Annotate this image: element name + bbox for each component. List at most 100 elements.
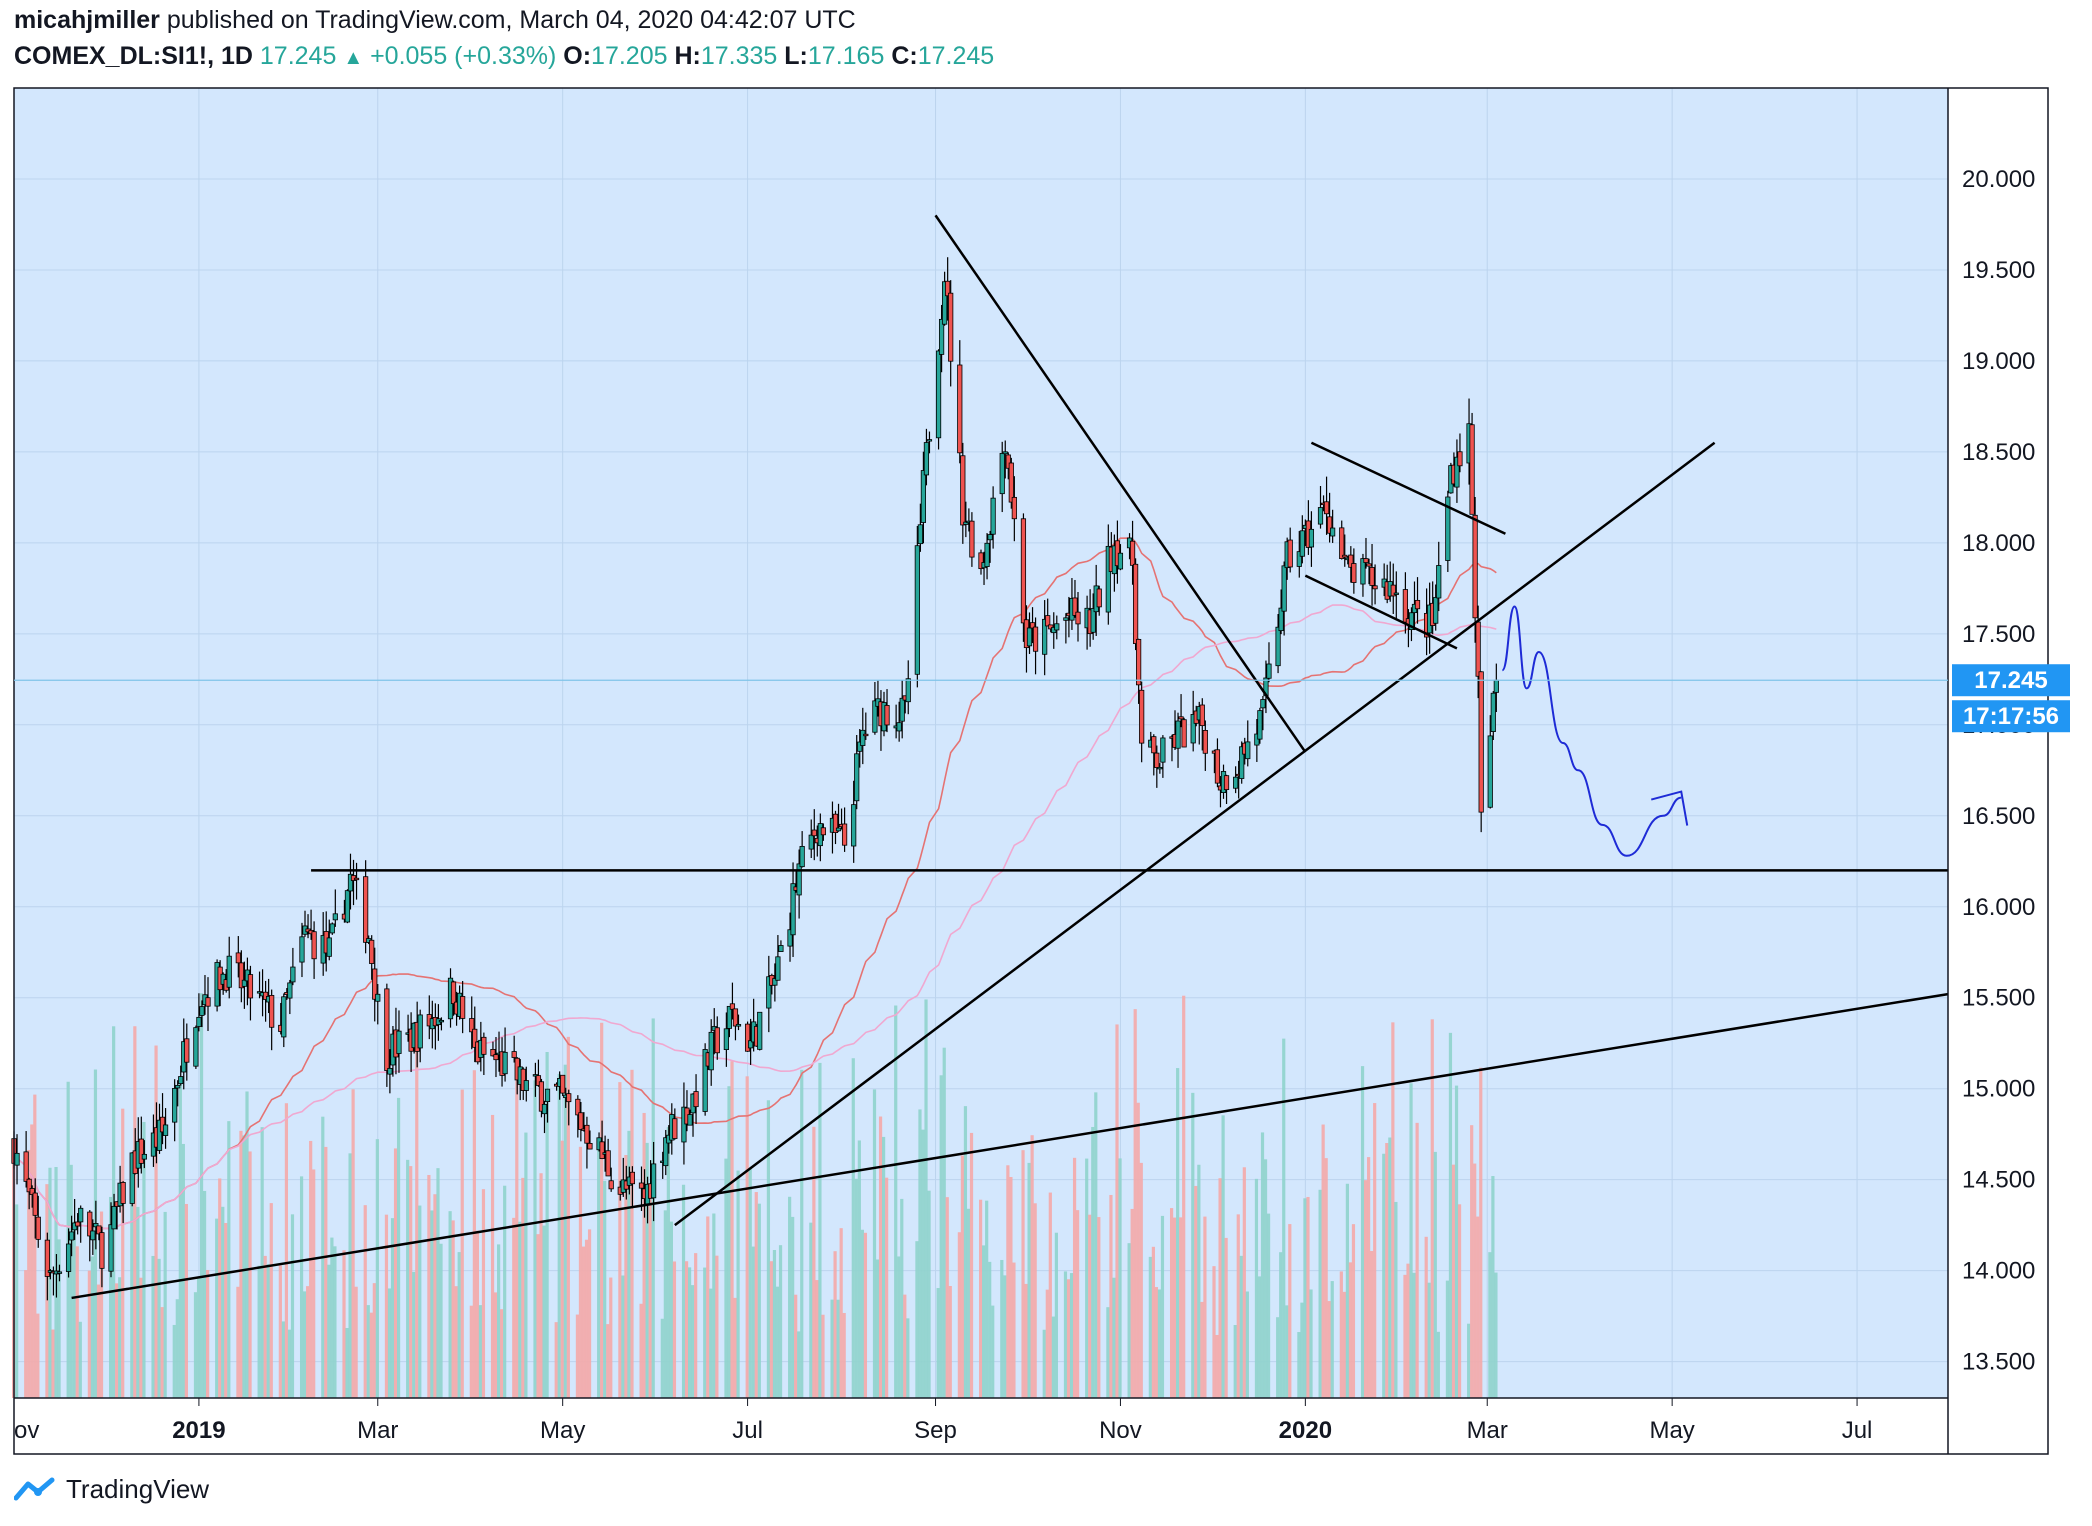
candle	[1339, 520, 1345, 560]
volume-bar	[715, 1255, 719, 1398]
candle-body	[1129, 540, 1136, 566]
volume-bar	[1266, 1213, 1271, 1398]
candle	[1151, 734, 1157, 776]
candle-body	[472, 1028, 478, 1048]
candle-body	[344, 890, 351, 923]
candle	[193, 1025, 199, 1069]
candle-body	[1132, 563, 1139, 644]
trendline-drawings[interactable]	[71, 214, 1949, 1300]
tradingview-footer[interactable]: TradingView	[14, 1474, 209, 1505]
volume-bar	[557, 1073, 561, 1398]
volume-bar	[906, 1318, 910, 1398]
volume-bar	[78, 1321, 82, 1398]
volume-bar	[1157, 1289, 1162, 1398]
volume-bar	[536, 1234, 540, 1398]
candle	[1075, 591, 1081, 642]
candle-body	[199, 1006, 205, 1016]
candle	[1105, 524, 1111, 625]
volume-bar	[966, 1208, 971, 1398]
candle	[854, 735, 860, 810]
volume-bar	[1412, 1272, 1416, 1398]
volume-bar	[1066, 1279, 1071, 1398]
candle	[238, 950, 244, 1003]
candle-body	[26, 1178, 32, 1193]
volume-bar	[1106, 1307, 1110, 1398]
candle	[796, 849, 802, 919]
candle	[1366, 558, 1372, 585]
candle	[938, 304, 945, 373]
volume-bar	[1215, 1334, 1219, 1398]
volume-bar	[239, 1130, 243, 1398]
volume-bar	[751, 1246, 755, 1398]
candle	[1008, 457, 1014, 509]
candle-body	[923, 442, 930, 476]
volume-bar	[109, 1196, 113, 1398]
volume-bar	[372, 1283, 376, 1398]
time-tick-label: Mar	[1467, 1417, 1508, 1444]
volume-bar	[815, 1280, 819, 1398]
volume-bar	[363, 1205, 367, 1398]
volume-bar	[1345, 1183, 1349, 1398]
candle	[863, 712, 869, 740]
candle	[511, 1035, 517, 1063]
volume-bar	[1097, 1217, 1101, 1398]
candle-body	[778, 945, 784, 952]
candle-body	[1154, 752, 1160, 769]
volume-bar	[284, 1103, 289, 1398]
candle-body	[520, 1068, 526, 1091]
candle-body	[1330, 527, 1336, 537]
volume-bar	[415, 1034, 419, 1398]
candle	[129, 1152, 135, 1207]
volume-bar	[1133, 1009, 1137, 1398]
candle	[923, 428, 930, 486]
candle	[14, 1134, 20, 1185]
candle-body	[438, 1019, 445, 1023]
candle	[226, 936, 232, 999]
volume-bar	[775, 1286, 780, 1398]
volume-bar	[448, 1211, 452, 1398]
candle-body	[1275, 626, 1281, 667]
candle	[978, 549, 984, 575]
candle	[757, 1011, 763, 1051]
candle-body	[987, 534, 993, 541]
candle-body	[226, 955, 232, 988]
open-label: O:	[563, 42, 592, 70]
candle	[96, 1225, 102, 1241]
volume-bar	[287, 1329, 292, 1398]
candle	[1154, 745, 1160, 788]
volume-bar	[948, 1285, 952, 1398]
candle-body	[353, 877, 360, 881]
open-value: 17.205	[591, 42, 668, 70]
volume-bar	[794, 1294, 798, 1398]
candle-body	[544, 1088, 551, 1103]
candle	[544, 1088, 551, 1123]
candle-body	[417, 1014, 423, 1049]
volume-bar	[1342, 1291, 1346, 1398]
time-tick-label: Jul	[1842, 1417, 1873, 1444]
candle-body	[329, 923, 335, 934]
candle-body	[681, 1106, 687, 1143]
price-tick-label: 15.500	[1962, 985, 2035, 1012]
volume-bar	[854, 1178, 858, 1398]
candle-body	[775, 956, 781, 981]
volume-bar	[309, 1140, 313, 1398]
candle	[841, 807, 848, 852]
volume-bar	[36, 1313, 40, 1398]
time-tick-label: ov	[14, 1417, 39, 1444]
volume-bar	[921, 1129, 925, 1398]
volume-bar	[242, 1135, 246, 1398]
price-axis[interactable]: 20.00019.50019.00018.50018.00017.50017.0…	[13, 87, 2049, 1455]
time-axis[interactable]: ov 2019 Mar May Jul Sep Nov 2020 Mar May Jul	[13, 1397, 1948, 1444]
candle	[111, 1193, 117, 1230]
candle	[538, 1078, 545, 1118]
candle	[1139, 681, 1145, 763]
volume-bar	[988, 1261, 992, 1398]
candle	[587, 1130, 593, 1150]
time-tick-label: May	[540, 1417, 585, 1444]
volume-bar	[478, 1305, 483, 1398]
volume-bar	[1136, 1102, 1140, 1398]
candle	[714, 1016, 720, 1060]
volume-bar	[1288, 1224, 1292, 1398]
high-label: H:	[674, 42, 701, 70]
